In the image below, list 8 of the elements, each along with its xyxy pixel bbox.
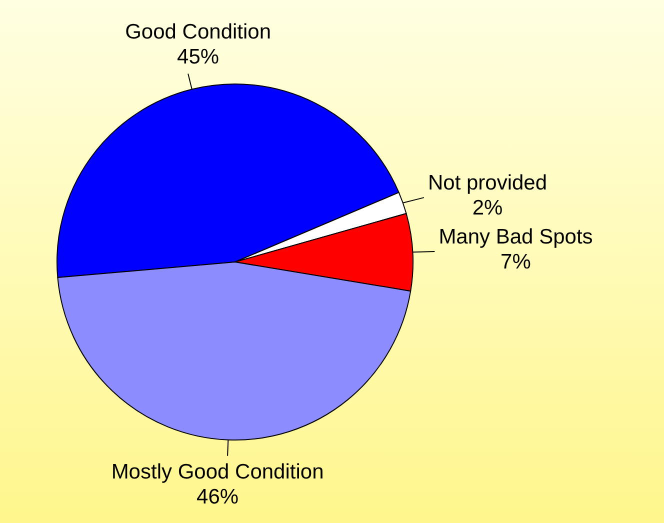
data-label: 46% <box>196 486 239 509</box>
slice-label: Not provided <box>428 171 548 194</box>
data-label: 45% <box>177 46 220 69</box>
data-label: 2% <box>472 196 503 220</box>
slice-label: Mostly Good Condition <box>111 460 324 484</box>
data-label: 7% <box>500 250 531 274</box>
slice-label: Many Bad Spots <box>438 225 593 248</box>
slice-label: Good Condition <box>125 20 272 44</box>
